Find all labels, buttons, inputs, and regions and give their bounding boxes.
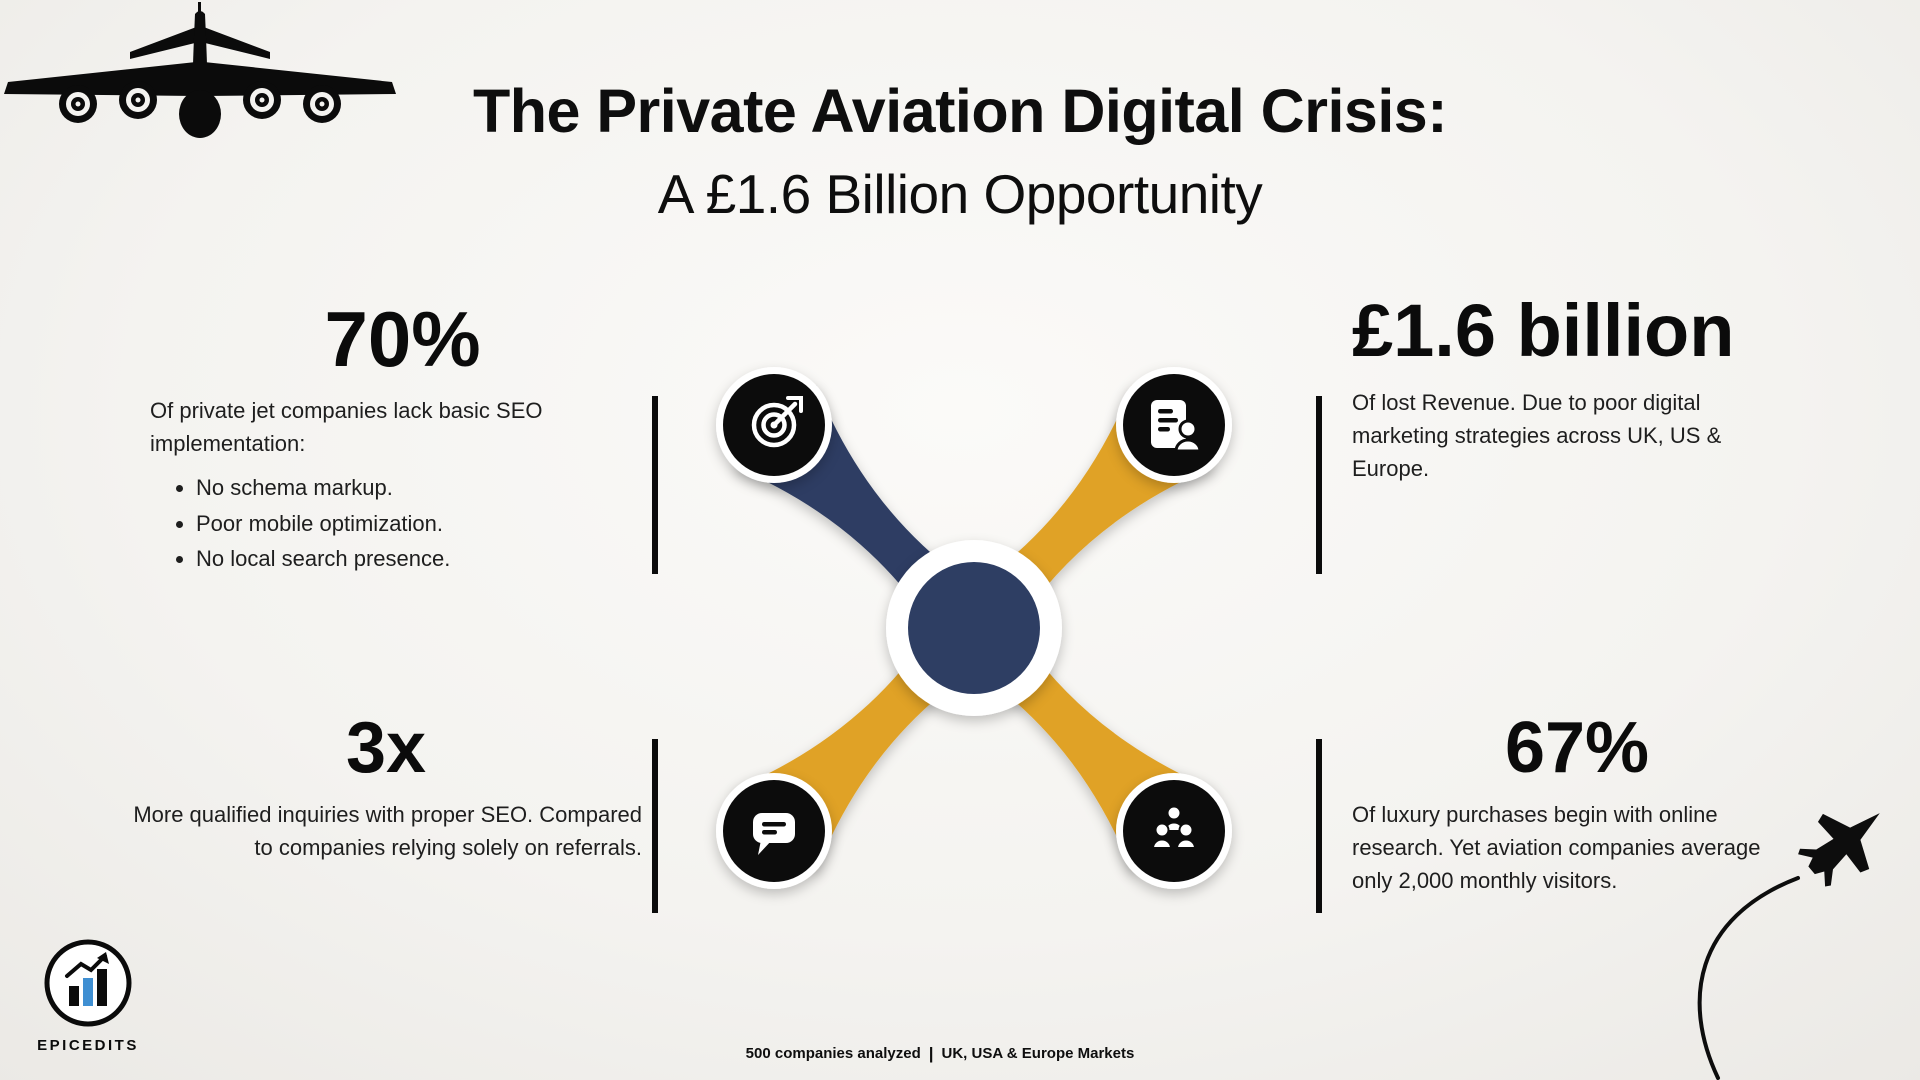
stat-top-left-value: 70% xyxy=(324,295,481,383)
footer-note-separator: | xyxy=(928,1044,934,1063)
stat-bottom-left: 3x More qualified inquiries with proper … xyxy=(130,712,642,864)
divider-bar-top-left xyxy=(652,396,658,574)
page-title: The Private Aviation Digital Crisis: A £… xyxy=(0,76,1920,226)
airplane-contrail-illustration xyxy=(1697,813,1880,1080)
stat-bottom-right: 67% Of luxury purchases begin with onlin… xyxy=(1352,712,1802,897)
bullet-item: No local search presence. xyxy=(196,541,655,577)
footer-note-left: 500 companies analyzed xyxy=(745,1045,921,1062)
stat-bottom-right-value: 67% xyxy=(1504,708,1650,788)
logo-brand-label: EPICEDITS xyxy=(37,1037,139,1054)
divider-bar-bottom-right xyxy=(1316,739,1322,913)
footer-note-right: UK, USA & Europe Markets xyxy=(941,1045,1135,1062)
stat-top-right: £1.6 billion Of lost Revenue. Due to poo… xyxy=(1352,294,1794,485)
contrail-curve xyxy=(1697,876,1800,1080)
diagram-center-hub xyxy=(886,540,1062,716)
logo-barchart-icon xyxy=(44,939,132,1027)
airplane-topview-illustration xyxy=(4,2,396,138)
bullet-item: No schema markup. xyxy=(196,470,655,506)
stat-top-left-bullets: No schema markup. Poor mobile optimizati… xyxy=(196,470,655,577)
plane-antenna xyxy=(198,2,201,20)
title-line1: The Private Aviation Digital Crisis: xyxy=(472,77,1448,145)
stat-bottom-right-description: Of luxury purchases begin with online re… xyxy=(1352,802,1761,893)
stat-bottom-left-description: More qualified inquiries with proper SEO… xyxy=(133,802,642,860)
crisis-x-diagram xyxy=(716,367,1232,889)
stat-top-left: 70% Of private jet companies lack basic … xyxy=(150,300,655,577)
title-line2: A £1.6 Billion Opportunity xyxy=(657,163,1263,225)
plane-engines xyxy=(59,81,341,123)
jet-silhouette xyxy=(1798,813,1880,887)
footer-note: 500 companies analyzed | UK, USA & Europe … xyxy=(0,1044,1880,1064)
target-icon xyxy=(716,367,832,483)
stat-bottom-left-value: 3x xyxy=(345,708,427,788)
divider-bar-top-right xyxy=(1316,396,1322,574)
stat-top-right-description: Of lost Revenue. Due to poor digital mar… xyxy=(1352,390,1722,481)
team-icon xyxy=(1116,773,1232,889)
bullet-item: Poor mobile optimization. xyxy=(196,506,655,542)
chat-message-icon xyxy=(716,773,832,889)
stat-top-left-description: Of private jet companies lack basic SEO … xyxy=(150,398,543,456)
epicedits-logo: EPICEDITS xyxy=(36,938,140,1054)
contact-card-icon xyxy=(1116,367,1232,483)
stat-top-right-value: £1.6 billion xyxy=(1352,289,1735,372)
divider-bar-bottom-left xyxy=(652,739,658,913)
